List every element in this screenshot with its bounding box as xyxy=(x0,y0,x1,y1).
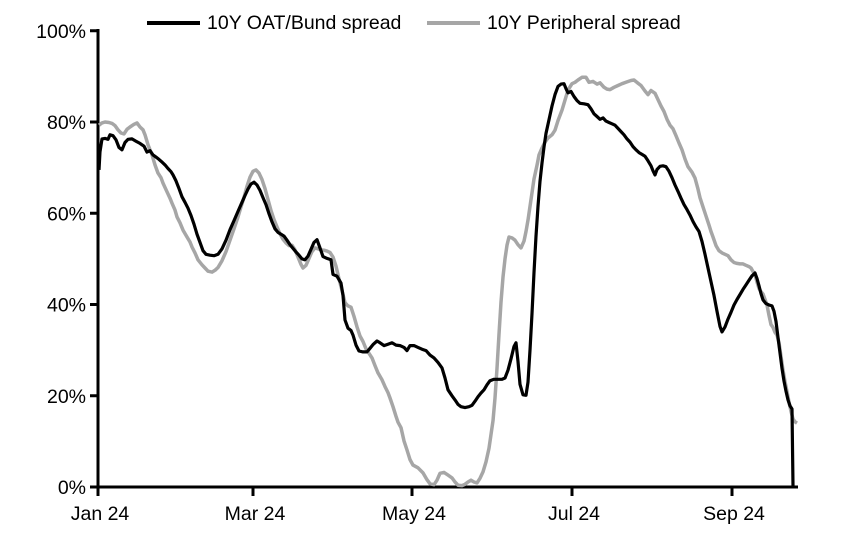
y-tick-label: 80% xyxy=(47,112,86,134)
y-tick-label: 100% xyxy=(36,21,86,43)
legend-item-oat-bund: 10Y OAT/Bund spread xyxy=(147,12,401,34)
y-tick-label: 60% xyxy=(47,203,86,225)
y-tick-label: 20% xyxy=(47,386,86,408)
y-tick-label: 0% xyxy=(58,477,86,499)
axes xyxy=(96,29,798,489)
axis-ticks xyxy=(90,29,734,496)
legend-item-peripheral: 10Y Peripheral spread xyxy=(427,12,681,34)
legend-label-oat-bund: 10Y OAT/Bund spread xyxy=(207,12,402,34)
x-tick-label: May 24 xyxy=(382,503,446,525)
peripheral-line-swatch xyxy=(427,21,480,25)
x-tick-label: Jul 24 xyxy=(548,503,600,525)
axis-tick-labels: 0% 20% 40% 60% 80% 100% Jan 24 Mar 24 May 24 Jul … xyxy=(36,21,765,525)
y-tick-label: 40% xyxy=(47,295,86,317)
series-lines xyxy=(97,75,798,488)
x-tick-label: Mar 24 xyxy=(225,503,286,525)
legend-label-peripheral: 10Y Peripheral spread xyxy=(487,12,681,34)
x-tick-label: Jan 24 xyxy=(71,503,130,525)
series-line-peripheral xyxy=(97,75,798,488)
oat-bund-line-swatch xyxy=(147,21,200,25)
x-tick-label: Sep 24 xyxy=(703,503,765,525)
series-line-oat-bund xyxy=(97,82,795,486)
